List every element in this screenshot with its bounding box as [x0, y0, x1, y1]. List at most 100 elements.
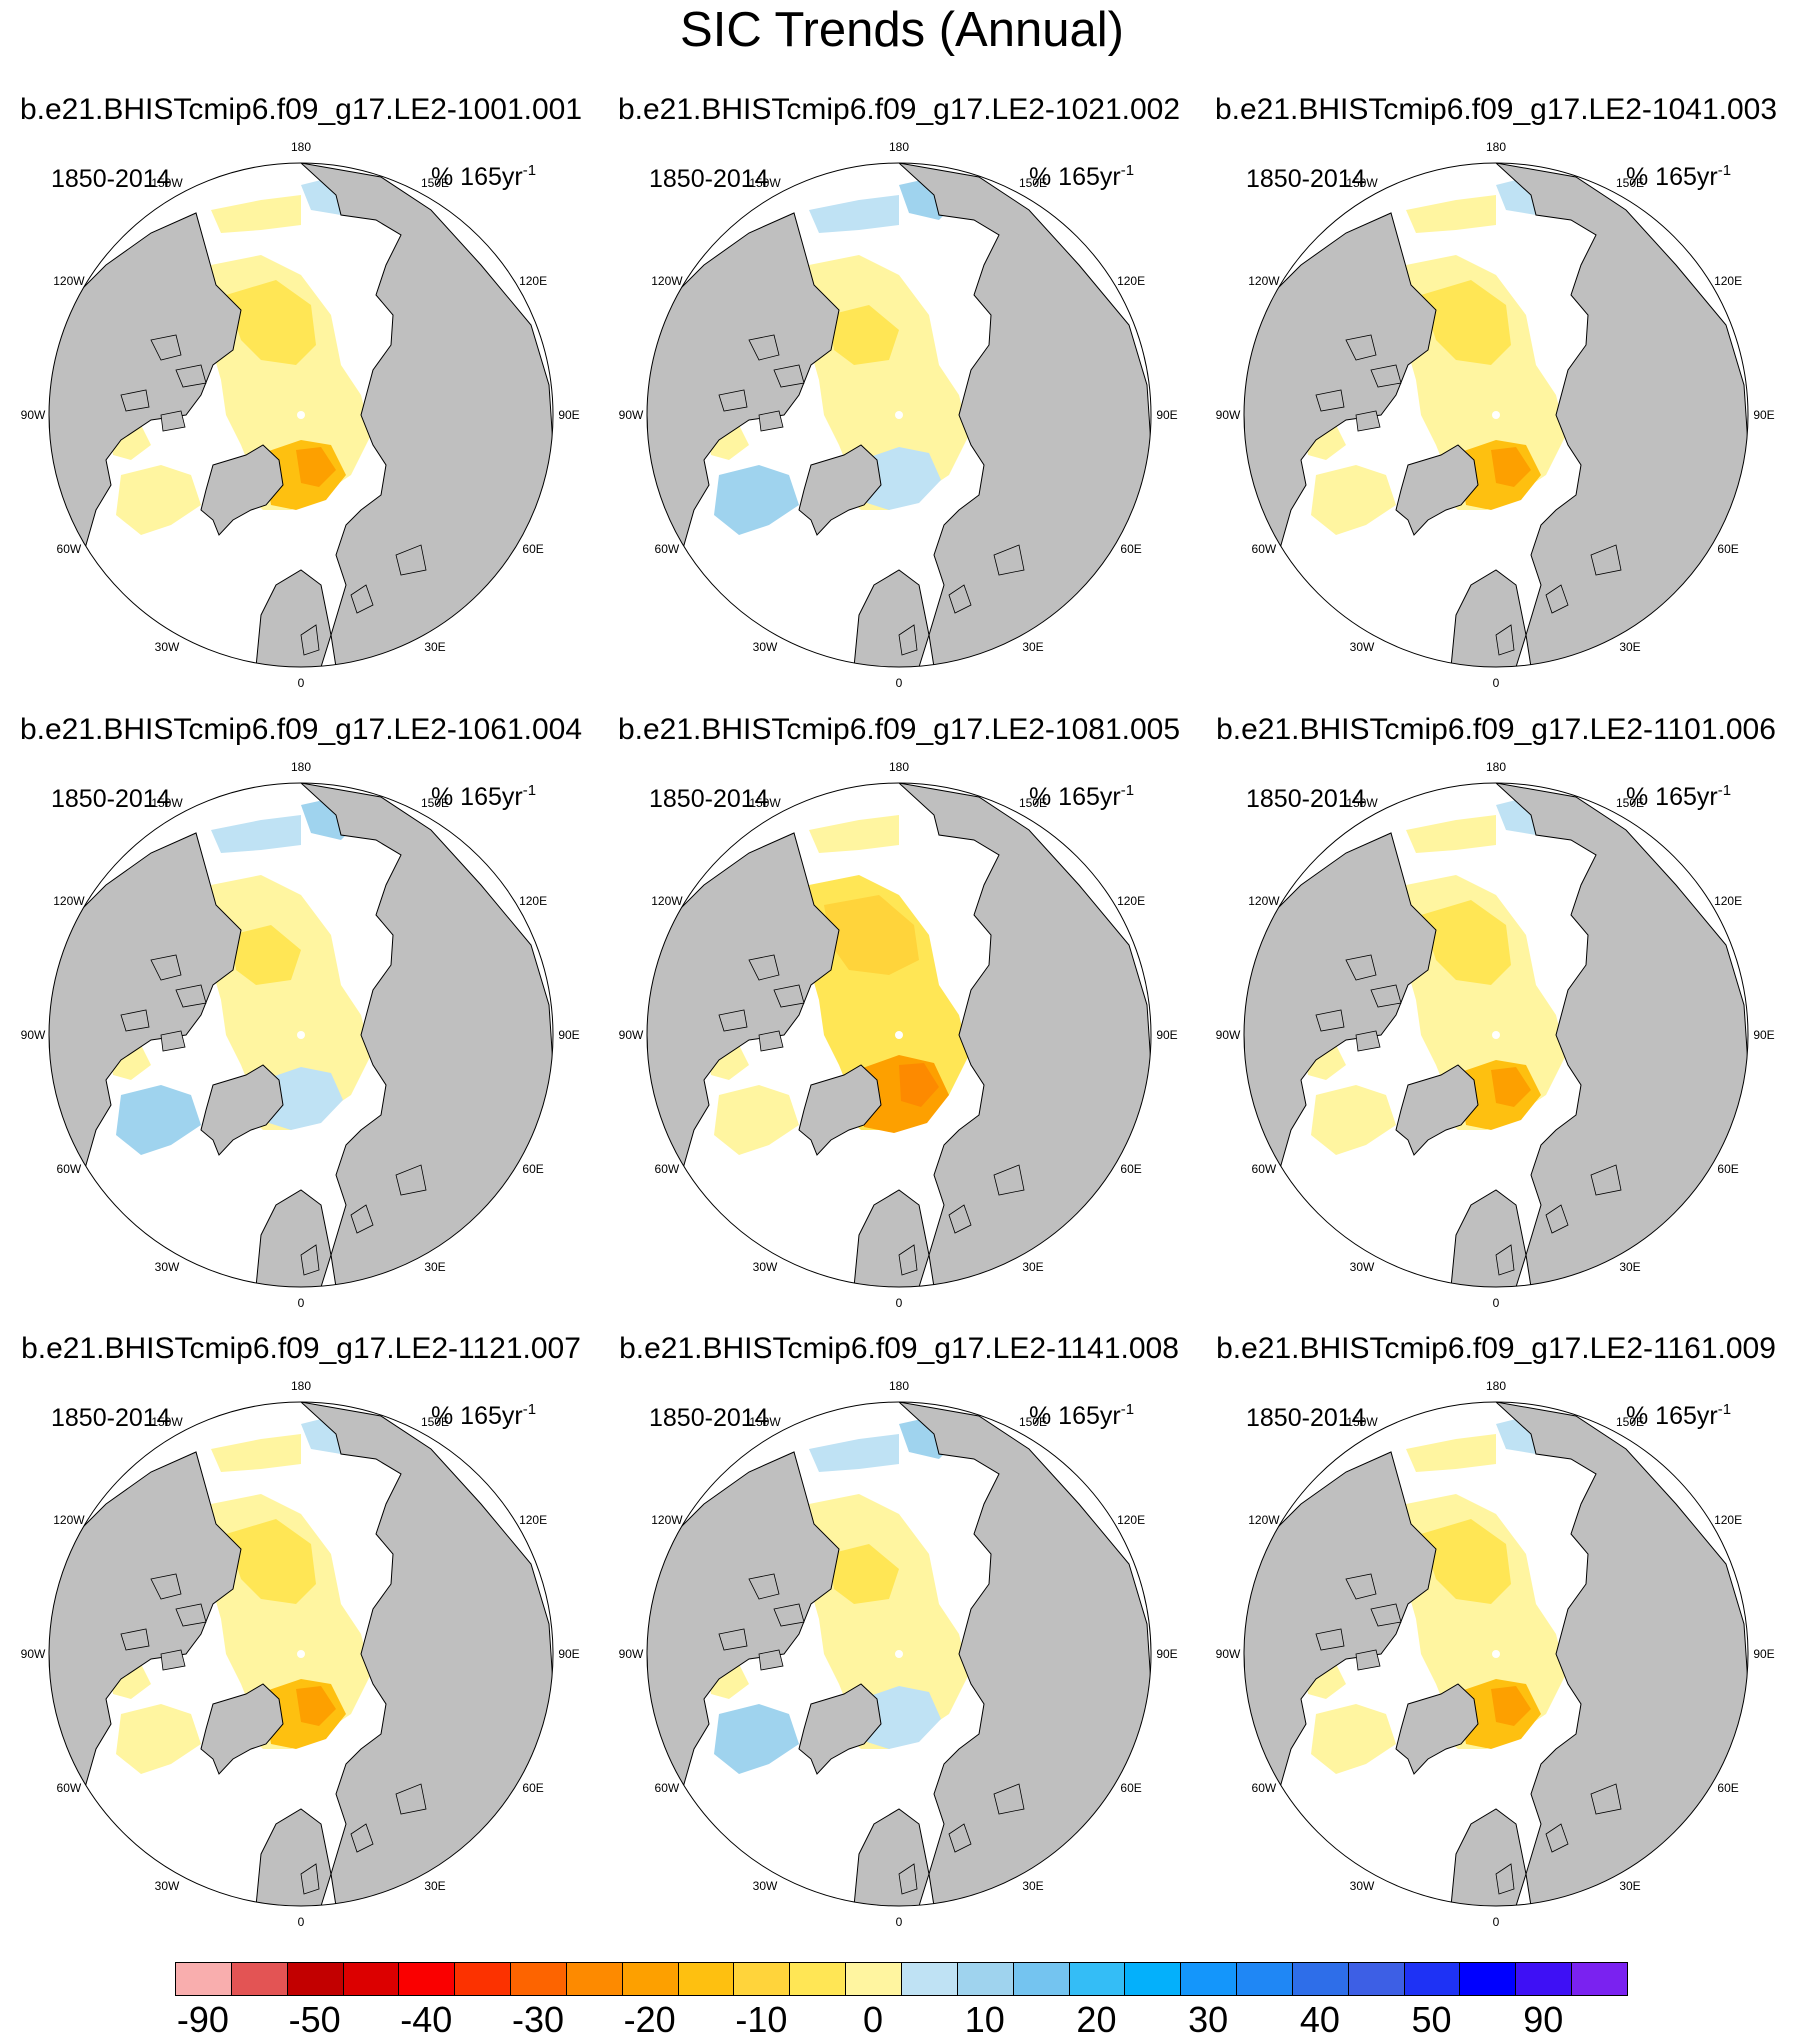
longitude-label: 90E — [1753, 408, 1774, 422]
sic-trend-area — [1311, 1085, 1396, 1155]
longitude-label: 90E — [1156, 408, 1177, 422]
colorbar-tick-label: -50 — [288, 1999, 341, 2040]
island — [175, 364, 207, 388]
colorbar-tick-label: 10 — [964, 1999, 1005, 2040]
map-boundary — [646, 1401, 1152, 1907]
longitude-label: 150W — [1346, 176, 1378, 190]
island — [1495, 1244, 1515, 1276]
island — [1345, 1573, 1377, 1600]
longitude-label: 90W — [21, 1028, 46, 1042]
island — [1355, 1030, 1381, 1052]
longitude-label: 60E — [1717, 1781, 1738, 1795]
longitude-label: 0 — [896, 676, 903, 690]
longitude-label: 30W — [753, 1879, 778, 1893]
island — [395, 1783, 427, 1815]
island — [1545, 584, 1569, 614]
units-label: % 165yr-1 — [1029, 162, 1134, 191]
longitude-label: 30W — [753, 640, 778, 654]
sic-trend-area — [809, 195, 899, 233]
longitude-label: 90E — [1753, 1028, 1774, 1042]
colorbar-box — [454, 1962, 512, 1996]
longitude-label: 60E — [1120, 1162, 1141, 1176]
longitude-label: 120E — [1714, 894, 1742, 908]
island — [150, 954, 182, 981]
colorbar-tick-label: 50 — [1411, 1999, 1452, 2040]
longitude-label: 30E — [424, 1879, 445, 1893]
island — [1315, 1009, 1345, 1032]
pole-hole — [895, 411, 903, 419]
longitude-label: 60W — [655, 542, 680, 556]
colorbar-box — [956, 1962, 1014, 1996]
period-label: 1850-2014 — [51, 1404, 171, 1432]
island — [1495, 1863, 1515, 1895]
longitude-label: 90E — [1156, 1647, 1177, 1661]
longitude-label: 120E — [1117, 894, 1145, 908]
sic-trend-area — [1311, 1704, 1396, 1774]
sic-trend-area — [116, 1704, 201, 1774]
sic-trend-area — [211, 1434, 301, 1472]
island — [898, 1244, 918, 1276]
panel-title: b.e21.BHISTcmip6.f09_g17.LE2-1001.001 — [19, 93, 583, 126]
colorbar-box — [677, 1962, 735, 1996]
longitude-label: 150E — [421, 1415, 449, 1429]
longitude-label: 60W — [57, 1162, 82, 1176]
sic-trend-area — [211, 815, 301, 853]
land — [200, 444, 284, 536]
land — [897, 783, 1151, 1287]
longitude-label: 120W — [53, 274, 85, 288]
longitude-label: 90W — [619, 1028, 644, 1042]
island — [1355, 410, 1381, 432]
island — [758, 1649, 784, 1671]
island — [758, 1030, 784, 1052]
longitude-label: 60W — [655, 1162, 680, 1176]
land — [1395, 444, 1479, 536]
period-label: 1850-2014 — [51, 785, 171, 813]
island — [1545, 1823, 1569, 1853]
longitude-label: 90W — [1216, 1028, 1241, 1042]
sic-trend-area — [1406, 1434, 1496, 1472]
colorbar-box — [1012, 1962, 1070, 1996]
map-boundary — [1243, 162, 1749, 668]
sic-trend-area — [1421, 900, 1511, 985]
sic-trend-area — [899, 1063, 939, 1107]
longitude-label: 30E — [1022, 1260, 1043, 1274]
panel-title: b.e21.BHISTcmip6.f09_g17.LE2-1081.005 — [617, 713, 1181, 746]
land — [200, 1064, 284, 1156]
colorbar-box — [901, 1962, 958, 1996]
longitude-label: 150E — [421, 796, 449, 810]
sic-trend-area — [226, 280, 316, 365]
longitude-label: 150W — [151, 176, 183, 190]
map-boundary — [48, 162, 554, 668]
island — [898, 624, 918, 656]
sic-trend-area — [861, 447, 941, 510]
pole-hole — [895, 1650, 903, 1658]
longitude-label: 0 — [298, 1915, 305, 1929]
longitude-label: 120W — [1248, 894, 1280, 908]
period-label: 1850-2014 — [1246, 165, 1366, 193]
polar-map: 180 150E 120E 90E 60E 30E 0 30W 60W 90W 120W 150W18… — [619, 140, 1178, 690]
sic-trend-area — [1491, 1686, 1531, 1726]
land — [200, 1683, 284, 1775]
colorbar-box — [398, 1962, 456, 1996]
units-label: % 165yr-1 — [431, 1401, 536, 1430]
island — [150, 334, 182, 361]
island — [1345, 334, 1377, 361]
longitude-label: 0 — [896, 1915, 903, 1929]
longitude-label: 120W — [651, 1513, 683, 1527]
pole-hole — [297, 411, 305, 419]
island — [300, 624, 320, 656]
land — [1494, 783, 1748, 1287]
polar-map: 180 150E 120E 90E 60E 30E 0 30W 60W 90W 120W 150W18… — [21, 760, 580, 1310]
pole-hole — [1492, 1650, 1500, 1658]
pole-hole — [1492, 1031, 1500, 1039]
longitude-label: 120E — [1714, 1513, 1742, 1527]
land — [798, 1683, 882, 1775]
sic-trend-area — [1491, 1067, 1531, 1107]
longitude-label: 180 — [889, 1379, 909, 1393]
polar-map: 180 150E 120E 90E 60E 30E 0 30W 60W 90W 120W 150W18… — [21, 140, 580, 690]
colorbar-box — [789, 1962, 847, 1996]
longitude-label: 120W — [1248, 274, 1280, 288]
island — [1370, 364, 1402, 388]
colorbar-tick-label: 90 — [1523, 1999, 1564, 2040]
map-boundary — [1243, 1401, 1749, 1907]
